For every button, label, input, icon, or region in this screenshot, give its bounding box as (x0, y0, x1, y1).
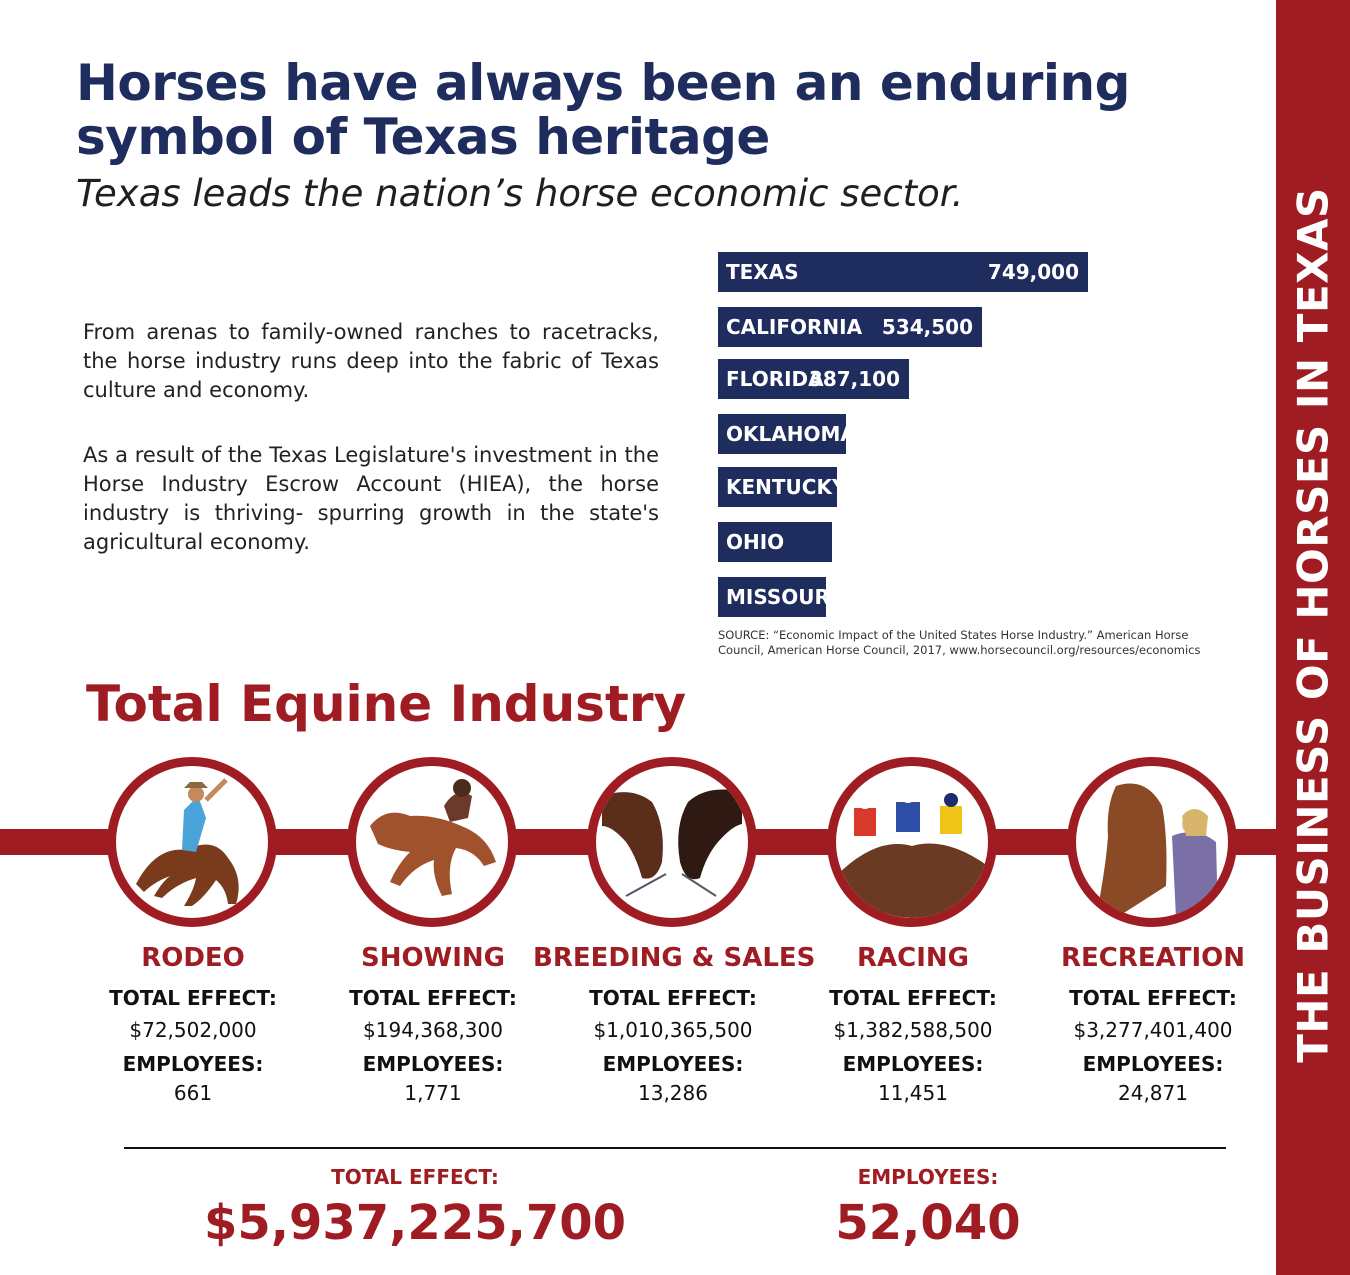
bar-california: CALIFORNIA 534,500 (718, 307, 982, 347)
total-effect-label: TOTAL EFFECT: (1069, 986, 1237, 1010)
segment-name: RECREATION (1060, 943, 1246, 973)
section-title: Total Equine Industry (86, 675, 687, 733)
total-effect-value: $194,368,300 (363, 1018, 503, 1042)
racing-horses-photo (827, 757, 997, 927)
total-effect-value: $1,382,588,500 (833, 1018, 993, 1042)
bar-state-label: MISSOURI (726, 585, 838, 609)
recreation-horse-photo (1067, 757, 1237, 927)
employees-label: EMPLOYEES: (362, 1052, 504, 1076)
hiea-paragraph: As a result of the Texas Legislature's i… (83, 443, 659, 554)
bar-ohio: OHIO (718, 522, 832, 562)
segment-name: RODEO (141, 943, 245, 973)
employees-value: 24,871 (1118, 1081, 1188, 1105)
bar-florida: FLORIDA 387,100 (718, 359, 909, 399)
rodeo-horse-photo (107, 757, 277, 927)
segment-name: RACING (857, 943, 969, 973)
segment-name: BREEDING & SALES (533, 943, 816, 973)
segment-4: RECREATION TOTAL EFFECT: $3,277,401,400 EMP… (1013, 938, 1293, 1108)
segment-2: BREEDING & SALES TOTAL EFFECT: $1,010,365,… (533, 938, 816, 1108)
grand-employees-label: EMPLOYEES: (857, 1165, 999, 1189)
showing-jump-photo (347, 757, 517, 927)
grand-total-effect-label: TOTAL EFFECT: (331, 1165, 499, 1189)
bar-state-label: CALIFORNIA (726, 315, 863, 339)
bar-value-label: 749,000 (987, 260, 1079, 284)
bar-value-label: 387,100 (808, 367, 900, 391)
employees-label: EMPLOYEES: (1082, 1052, 1224, 1076)
bar-state-label: OHIO (726, 530, 785, 554)
bar-missouri: MISSOURI (718, 577, 837, 617)
intro-paragraph: From arenas to family-owned ranches to r… (83, 320, 659, 402)
bar-kentucky: KENTUCKY (718, 467, 846, 507)
segment-1: SHOWING TOTAL EFFECT: $194,368,300 EMPLOYEE… (293, 938, 573, 1108)
total-effect-value: $1,010,365,500 (593, 1018, 753, 1042)
segment-0: RODEO TOTAL EFFECT: $72,502,000 EMPLOYEES: 6… (53, 938, 333, 1108)
grand-total-effect: $5,937,225,700 (203, 1195, 627, 1251)
bar-state-label: FLORIDA (726, 367, 824, 391)
total-effect-label: TOTAL EFFECT: (829, 986, 997, 1010)
bar-state-label: OKLAHOMA (726, 422, 856, 446)
employees-label: EMPLOYEES: (842, 1052, 984, 1076)
employees-value: 1,771 (404, 1081, 462, 1105)
page-subhead: Texas leads the nation’s horse economic … (76, 172, 964, 215)
total-effect-label: TOTAL EFFECT: (109, 986, 277, 1010)
employees-value: 11,451 (878, 1081, 948, 1105)
divider-line (124, 1147, 1226, 1149)
page-headline: Horses have always been an enduring symb… (76, 54, 1130, 166)
side-banner (1276, 0, 1350, 1275)
employees-value: 13,286 (638, 1081, 708, 1105)
segment-3: RACING TOTAL EFFECT: $1,382,588,500 EMPLOYE… (773, 938, 1053, 1108)
total-effect-label: TOTAL EFFECT: (349, 986, 517, 1010)
employees-label: EMPLOYEES: (602, 1052, 744, 1076)
bar-state-label: KENTUCKY (726, 475, 847, 499)
employees-value: 661 (173, 1081, 213, 1105)
bar-state-label: TEXAS (726, 260, 799, 284)
total-effect-value: $72,502,000 (129, 1018, 257, 1042)
bar-oklahoma: OKLAHOMA (718, 414, 856, 454)
total-effect-label: TOTAL EFFECT: (589, 986, 757, 1010)
breeding-horses-photo (587, 757, 757, 927)
source-note: SOURCE: “Economic Impact of the United S… (718, 628, 1201, 657)
employees-label: EMPLOYEES: (122, 1052, 264, 1076)
total-effect-value: $3,277,401,400 (1073, 1018, 1233, 1042)
bar-texas: TEXAS 749,000 (718, 252, 1088, 292)
segment-name: SHOWING (360, 943, 506, 973)
bar-value-label: 534,500 (881, 315, 973, 339)
side-banner-text: THE BUSINESS OF HORSES IN TEXAS (1288, 187, 1338, 1063)
grand-employees: 52,040 (835, 1195, 1021, 1251)
